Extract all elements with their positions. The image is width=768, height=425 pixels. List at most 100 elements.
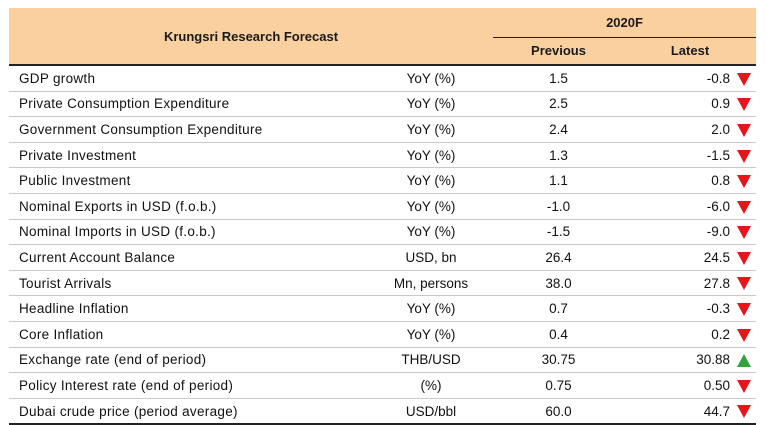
table-row: GDP growth YoY (%) 1.5 -0.8 xyxy=(9,65,757,92)
down-arrow-icon xyxy=(737,149,752,163)
trend-cell xyxy=(732,219,757,246)
latest-value: 30.88 xyxy=(624,347,732,374)
latest-value: 24.5 xyxy=(624,244,732,271)
trend-cell xyxy=(732,116,757,143)
down-arrow-icon xyxy=(737,72,752,86)
indicator-name: Private Investment xyxy=(9,142,369,169)
previous-value: 60.0 xyxy=(493,398,624,425)
indicator-unit: USD, bn xyxy=(369,244,493,271)
latest-value: -9.0 xyxy=(624,219,732,246)
table-row: Nominal Exports in USD (f.o.b.) YoY (%) -1… xyxy=(9,193,757,220)
indicator-unit: YoY (%) xyxy=(369,65,493,92)
table-row: Private Investment YoY (%) 1.3 -1.5 xyxy=(9,142,757,169)
down-arrow-icon xyxy=(737,277,752,291)
indicator-name: Public Investment xyxy=(9,167,369,194)
down-arrow-icon xyxy=(737,98,752,112)
indicator-unit: Mn, persons xyxy=(369,270,493,297)
indicator-name: Nominal Imports in USD (f.o.b.) xyxy=(9,219,369,246)
latest-value: -1.5 xyxy=(624,142,732,169)
trend-cell xyxy=(732,193,757,220)
previous-value: 2.5 xyxy=(493,91,624,118)
trend-cell xyxy=(732,65,757,92)
indicator-unit: YoY (%) xyxy=(369,167,493,194)
trend-cell xyxy=(732,321,757,348)
down-arrow-icon xyxy=(737,175,752,189)
table-row: Public Investment YoY (%) 1.1 0.8 xyxy=(9,167,757,194)
indicator-name: Dubai crude price (period average) xyxy=(9,398,369,425)
previous-value: 26.4 xyxy=(493,244,624,271)
down-arrow-icon xyxy=(737,379,752,393)
table-row: Government Consumption Expenditure YoY (%… xyxy=(9,116,757,143)
trend-cell xyxy=(732,270,757,297)
latest-value: 0.2 xyxy=(624,321,732,348)
latest-value: 44.7 xyxy=(624,398,732,425)
indicator-unit: YoY (%) xyxy=(369,193,493,220)
table-row: Headline Inflation YoY (%) 0.7 -0.3 xyxy=(9,295,757,322)
indicator-name: GDP growth xyxy=(9,65,369,92)
indicator-name: Tourist Arrivals xyxy=(9,270,369,297)
trend-cell xyxy=(732,244,757,271)
up-arrow-icon xyxy=(737,354,752,368)
indicator-unit: USD/bbl xyxy=(369,398,493,425)
previous-value: 38.0 xyxy=(493,270,624,297)
previous-value: 2.4 xyxy=(493,116,624,143)
indicator-unit: YoY (%) xyxy=(369,219,493,246)
previous-value: 0.75 xyxy=(493,372,624,399)
indicator-unit: YoY (%) xyxy=(369,295,493,322)
down-arrow-icon xyxy=(737,303,752,317)
table-row: Private Consumption Expenditure YoY (%) 2.… xyxy=(9,91,757,118)
trend-cell xyxy=(732,347,757,374)
trend-cell xyxy=(732,91,757,118)
previous-column-header: Previous xyxy=(493,37,624,66)
indicator-unit: YoY (%) xyxy=(369,321,493,348)
trend-cell xyxy=(732,372,757,399)
latest-value: 27.8 xyxy=(624,270,732,297)
trend-cell xyxy=(732,295,757,322)
previous-value: 1.3 xyxy=(493,142,624,169)
year-header: 2020F xyxy=(493,8,757,38)
forecast-table: Krungsri Research Forecast 2020F Previou… xyxy=(9,8,757,425)
latest-value: 2.0 xyxy=(624,116,732,143)
latest-value: 0.50 xyxy=(624,372,732,399)
previous-value: 0.7 xyxy=(493,295,624,322)
table-row: Nominal Imports in USD (f.o.b.) YoY (%) -1… xyxy=(9,219,757,246)
indicator-name: Exchange rate (end of period) xyxy=(9,347,369,374)
previous-value: 1.1 xyxy=(493,167,624,194)
indicator-name: Current Account Balance xyxy=(9,244,369,271)
indicator-unit: YoY (%) xyxy=(369,116,493,143)
latest-value: 0.9 xyxy=(624,91,732,118)
trend-cell xyxy=(732,142,757,169)
latest-value: -0.8 xyxy=(624,65,732,92)
indicator-name: Policy Interest rate (end of period) xyxy=(9,372,369,399)
down-arrow-icon xyxy=(737,405,752,419)
previous-value: -1.5 xyxy=(493,219,624,246)
table-row: Dubai crude price (period average) USD/bb… xyxy=(9,398,757,425)
table-row: Tourist Arrivals Mn, persons 38.0 27.8 xyxy=(9,270,757,297)
latest-value: -6.0 xyxy=(624,193,732,220)
indicator-unit: THB/USD xyxy=(369,347,493,374)
previous-value: 30.75 xyxy=(493,347,624,374)
down-arrow-icon xyxy=(737,123,752,137)
indicator-name: Nominal Exports in USD (f.o.b.) xyxy=(9,193,369,220)
indicator-name: Government Consumption Expenditure xyxy=(9,116,369,143)
table-row: Policy Interest rate (end of period) (%) 0… xyxy=(9,372,757,399)
table-row: Current Account Balance USD, bn 26.4 24.5 xyxy=(9,244,757,271)
trend-cell xyxy=(732,398,757,425)
down-arrow-icon xyxy=(737,251,752,265)
previous-value: 1.5 xyxy=(493,65,624,92)
previous-value: 0.4 xyxy=(493,321,624,348)
indicator-unit: (%) xyxy=(369,372,493,399)
indicator-unit: YoY (%) xyxy=(369,91,493,118)
down-arrow-icon xyxy=(737,200,752,214)
latest-column-header: Latest xyxy=(624,37,757,66)
down-arrow-icon xyxy=(737,328,752,342)
table-header: Krungsri Research Forecast 2020F Previou… xyxy=(9,8,757,66)
previous-value: -1.0 xyxy=(493,193,624,220)
indicator-name: Headline Inflation xyxy=(9,295,369,322)
indicator-name: Core Inflation xyxy=(9,321,369,348)
forecast-table-container: Krungsri Research Forecast 2020F Previou… xyxy=(9,8,757,425)
table-row: Exchange rate (end of period) THB/USD 30.7… xyxy=(9,347,757,374)
indicator-name: Private Consumption Expenditure xyxy=(9,91,369,118)
trend-cell xyxy=(732,167,757,194)
indicator-unit: YoY (%) xyxy=(369,142,493,169)
